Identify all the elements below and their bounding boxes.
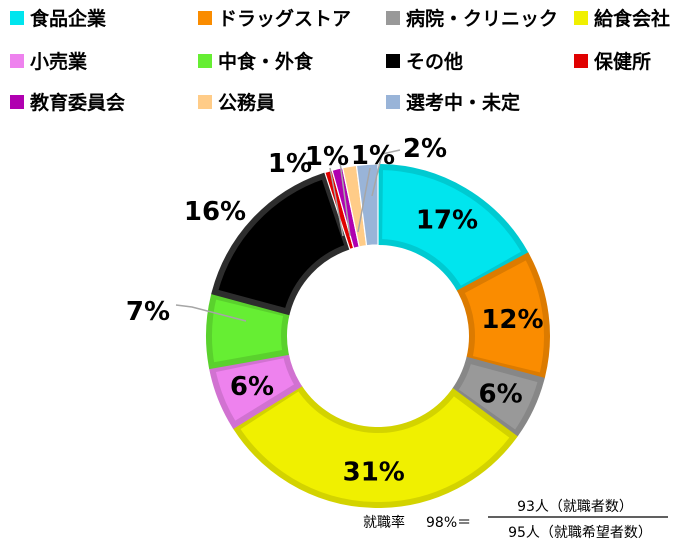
slice-bevel-5 (206, 292, 291, 370)
legend-swatch-5 (198, 54, 212, 68)
slice-bevel-0 (376, 163, 530, 294)
legend-label-0: 食品企業 (30, 7, 107, 30)
legend-label-10: 選考中・未定 (406, 91, 520, 114)
legend-label-2: 病院・クリニック (406, 7, 558, 30)
legend-label-4: 小売業 (30, 50, 88, 73)
leader-line-5 (175, 304, 247, 322)
leader-lines (175, 149, 401, 322)
legend-swatch-2 (386, 11, 400, 25)
data-label-1: 12% (481, 305, 543, 335)
legend-label-7: 保健所 (593, 50, 651, 73)
slice-bevel-6 (211, 172, 352, 316)
slice-bevel-2 (450, 356, 545, 438)
formula-denominator: 95人（就職希望者数） (508, 525, 652, 541)
employment-rate-formula: 就職率 98%＝ 93人（就職者数） 95人（就職希望者数） (363, 499, 668, 541)
legend-swatch-0 (10, 11, 24, 25)
leader-line-10 (371, 149, 401, 197)
donut-slices (205, 163, 551, 509)
legend-label-9: 公務員 (218, 91, 275, 114)
data-label-5: 7% (126, 297, 170, 327)
formula-label: 就職率 (363, 514, 405, 531)
data-label-6: 16% (184, 197, 246, 227)
data-label-8: 1% (305, 142, 349, 172)
legend-swatch-4 (10, 54, 24, 68)
leader-line-8 (339, 161, 351, 237)
slice-bevel-3 (232, 383, 518, 508)
legend-swatch-3 (574, 11, 588, 25)
data-label-9: 1% (351, 141, 395, 171)
legend-swatch-8 (10, 95, 24, 109)
legend-label-5: 中食・外食 (218, 50, 314, 73)
data-labels: 17%12%6%31%6%7%16%1%1% 1% 2% (126, 134, 544, 487)
slice-10 (355, 163, 379, 247)
formula-rate: 98%＝ (426, 515, 471, 531)
legend-swatch-1 (198, 11, 212, 25)
data-label-7: 1% (268, 149, 312, 179)
data-label-3: 31% (343, 457, 405, 487)
legend-swatch-9 (198, 95, 212, 109)
formula-numerator: 93人（就職者数） (517, 499, 633, 515)
data-label-0: 17% (416, 205, 478, 235)
legend-label-6: その他 (406, 50, 463, 73)
data-label-2: 6% (479, 380, 523, 410)
slice-bevel-1 (456, 252, 550, 380)
legend-swatch-7 (574, 54, 588, 68)
legend-label-3: 給食会社 (594, 7, 670, 30)
data-label-4: 6% (230, 372, 274, 402)
legend-swatch-10 (386, 95, 400, 109)
legend-label-1: ドラッグストア (218, 7, 351, 30)
legend-swatch-6 (386, 54, 400, 68)
slice-bevel-4 (208, 351, 303, 429)
data-label-10: 2% (403, 134, 447, 164)
legend-label-8: 教育委員会 (30, 91, 125, 114)
leader-line-9 (357, 167, 371, 233)
leader-line-7 (329, 167, 344, 237)
